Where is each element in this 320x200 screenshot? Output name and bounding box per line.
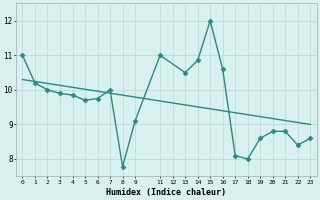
X-axis label: Humidex (Indice chaleur): Humidex (Indice chaleur) — [106, 188, 226, 197]
